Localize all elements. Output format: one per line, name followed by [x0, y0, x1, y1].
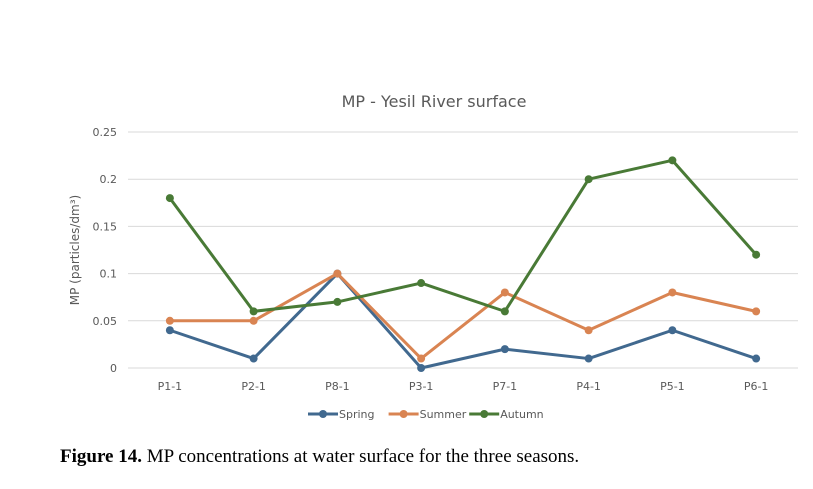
series-autumn: [165, 156, 761, 316]
data-point: [752, 354, 761, 363]
data-point: [500, 345, 509, 354]
legend-swatch-marker: [480, 410, 489, 418]
legend-item-summer: Summer: [388, 408, 467, 421]
x-tick-label: P1-1: [158, 380, 183, 393]
legend-swatch-marker: [319, 410, 327, 418]
data-point: [752, 307, 761, 316]
legend-item-autumn: Autumn: [469, 408, 544, 421]
caption-label: Figure 14.: [60, 446, 142, 467]
series-line-autumn: [168, 158, 758, 313]
y-tick-label: 0: [110, 362, 117, 375]
x-tick-label: P7-1: [493, 380, 518, 393]
data-point: [333, 269, 342, 278]
data-point: [417, 279, 426, 288]
x-tick-label: P8-1: [325, 380, 350, 393]
legend-label: Autumn: [500, 408, 543, 421]
data-point: [668, 156, 677, 165]
x-tick-labels: P1-1 P2-1 P8-1 P3-1 P7-1 P4-1 P5-1 P6-1: [158, 380, 769, 393]
data-point: [584, 175, 593, 184]
y-tick-label: 0.05: [93, 315, 118, 328]
gridlines: [128, 131, 798, 369]
x-tick-label: P6-1: [744, 380, 769, 393]
data-point: [417, 354, 426, 363]
series-lines: [165, 156, 761, 372]
legend-item-spring: Spring: [308, 408, 375, 421]
data-point: [668, 326, 677, 335]
data-point: [584, 354, 593, 363]
data-point: [668, 288, 677, 297]
x-tick-label: P4-1: [576, 380, 601, 393]
caption-text: MP concentrations at water surface for t…: [146, 446, 580, 467]
data-point: [165, 194, 174, 203]
data-point: [333, 297, 342, 306]
data-point: [500, 307, 509, 316]
data-point: [249, 316, 258, 325]
chart-title: MP - Yesil River surface: [342, 92, 527, 111]
series-summer: [165, 269, 761, 363]
y-tick-label: 0.1: [100, 268, 118, 281]
data-point: [417, 364, 426, 372]
legend: Spring Summer Autumn: [308, 408, 544, 421]
y-tick-label: 0.15: [93, 220, 118, 233]
y-tick-label: 0.2: [100, 173, 118, 186]
x-tick-label: P3-1: [409, 380, 434, 393]
legend-label: Summer: [420, 408, 467, 421]
data-point: [165, 316, 174, 325]
x-tick-label: P2-1: [241, 380, 266, 393]
data-point: [249, 354, 258, 363]
data-point: [500, 288, 509, 297]
series-line-spring: [168, 272, 758, 370]
data-point: [249, 307, 258, 316]
legend-label: Spring: [339, 408, 375, 421]
legend-swatch-marker: [399, 410, 408, 418]
y-axis-title: MP (particles/dm³): [68, 195, 82, 305]
y-tick-labels: 0 0.05 0.1 0.15 0.2 0.25: [93, 126, 118, 375]
x-tick-label: P5-1: [660, 380, 685, 393]
series-line-summer: [168, 272, 758, 361]
data-point: [165, 326, 174, 335]
data-point: [752, 250, 761, 259]
data-point: [584, 326, 593, 335]
figure-caption: Figure 14. MP concentrations at water su…: [60, 446, 800, 468]
line-chart: MP - Yesil River surface MP (particles/d…: [68, 92, 798, 421]
y-tick-label: 0.25: [93, 126, 118, 139]
